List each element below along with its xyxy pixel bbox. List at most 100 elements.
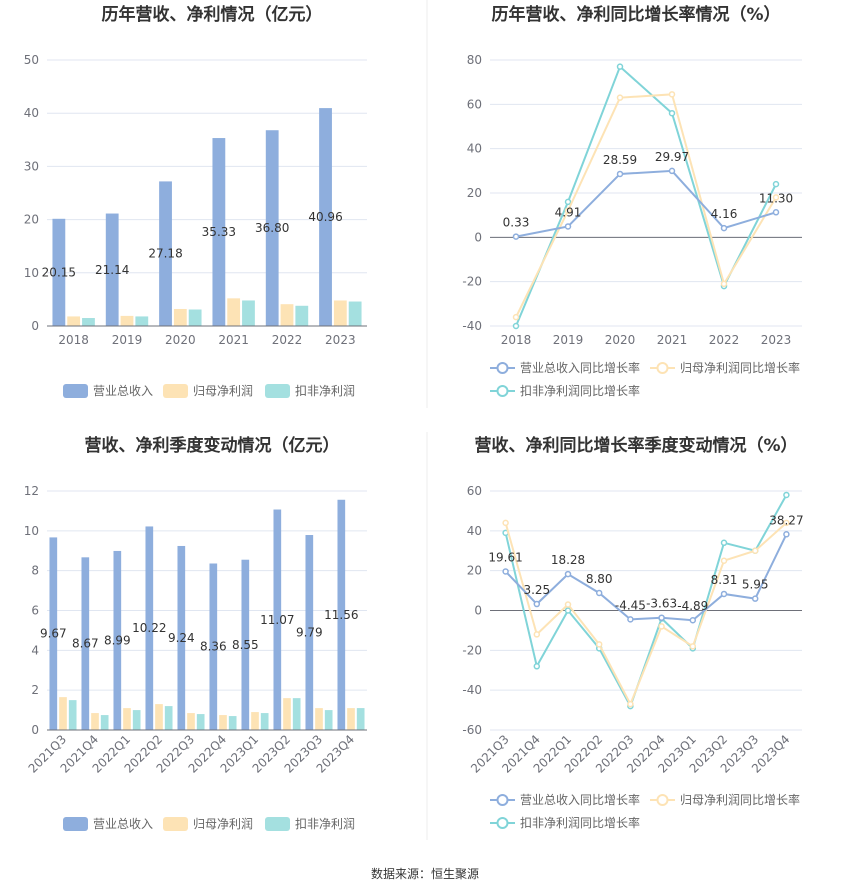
bar[interactable] bbox=[273, 509, 282, 730]
legend-label[interactable]: 扣非净利润 bbox=[295, 817, 355, 831]
bar[interactable] bbox=[49, 537, 58, 730]
bar[interactable] bbox=[212, 138, 226, 326]
legend-swatch[interactable] bbox=[63, 384, 88, 398]
bar[interactable] bbox=[265, 130, 279, 326]
bar[interactable] bbox=[188, 309, 202, 326]
data-point[interactable] bbox=[720, 539, 728, 547]
bar[interactable] bbox=[280, 304, 294, 326]
data-point[interactable] bbox=[668, 109, 676, 117]
data-point[interactable] bbox=[564, 570, 572, 578]
legend-label[interactable]: 营业总收入 bbox=[93, 384, 153, 398]
data-point[interactable] bbox=[668, 167, 676, 175]
data-point[interactable] bbox=[533, 631, 541, 638]
bar[interactable] bbox=[113, 550, 122, 730]
bar[interactable] bbox=[164, 706, 173, 730]
bar[interactable] bbox=[187, 713, 195, 730]
bar[interactable] bbox=[135, 316, 149, 326]
data-point[interactable] bbox=[658, 614, 665, 621]
bar[interactable] bbox=[295, 305, 309, 326]
bar[interactable] bbox=[100, 715, 109, 730]
bar[interactable] bbox=[159, 181, 172, 326]
bar[interactable] bbox=[241, 559, 250, 730]
bar[interactable] bbox=[242, 300, 255, 326]
legend-label[interactable]: 归母净利润 bbox=[193, 384, 253, 398]
bar[interactable] bbox=[82, 318, 95, 326]
legend-label[interactable]: 扣非净利润同比增长率 bbox=[520, 815, 640, 830]
data-point[interactable] bbox=[564, 607, 572, 614]
data-point[interactable] bbox=[720, 590, 728, 598]
data-point[interactable] bbox=[783, 531, 790, 538]
bar[interactable] bbox=[324, 710, 333, 730]
legend-label[interactable]: 扣非净利润同比增长率 bbox=[520, 383, 640, 398]
data-point[interactable] bbox=[772, 180, 780, 188]
series-line[interactable] bbox=[504, 533, 788, 622]
bar[interactable] bbox=[319, 108, 332, 326]
bar[interactable] bbox=[105, 213, 119, 326]
legend-label[interactable]: 营业总收入同比增长率 bbox=[520, 792, 640, 807]
data-point[interactable] bbox=[627, 616, 634, 623]
legend-label[interactable]: 归母净利润同比增长率 bbox=[680, 792, 800, 807]
data-point[interactable] bbox=[616, 170, 624, 178]
legend-label[interactable]: 归母净利润同比增长率 bbox=[680, 360, 800, 375]
bar[interactable] bbox=[305, 535, 314, 730]
data-point[interactable] bbox=[689, 643, 697, 650]
data-point[interactable] bbox=[502, 519, 509, 527]
legend-swatch[interactable] bbox=[265, 817, 290, 831]
data-point[interactable] bbox=[689, 616, 697, 624]
bar[interactable] bbox=[52, 218, 66, 326]
data-point[interactable] bbox=[595, 641, 603, 648]
bar[interactable] bbox=[173, 308, 187, 326]
bar[interactable] bbox=[219, 715, 227, 730]
legend-swatch[interactable] bbox=[265, 384, 290, 398]
bar[interactable] bbox=[59, 697, 67, 730]
bar[interactable] bbox=[155, 704, 163, 730]
bar[interactable] bbox=[315, 708, 323, 730]
bar[interactable] bbox=[81, 557, 90, 730]
bar[interactable] bbox=[145, 526, 154, 730]
legend-marker[interactable] bbox=[496, 817, 509, 829]
data-point[interactable] bbox=[533, 600, 541, 608]
bar[interactable] bbox=[120, 315, 134, 326]
bar[interactable] bbox=[67, 316, 81, 326]
series-line[interactable] bbox=[504, 494, 788, 709]
legend-label[interactable]: 营业总收入同比增长率 bbox=[520, 360, 640, 375]
bar[interactable] bbox=[251, 712, 259, 730]
series-line[interactable] bbox=[515, 64, 777, 327]
legend-label[interactable]: 扣非净利润 bbox=[295, 384, 355, 398]
data-point[interactable] bbox=[564, 223, 572, 230]
bar[interactable] bbox=[123, 708, 131, 730]
data-point[interactable] bbox=[627, 700, 634, 708]
legend-marker[interactable] bbox=[496, 794, 509, 806]
data-point[interactable] bbox=[512, 322, 520, 330]
data-point[interactable] bbox=[772, 209, 780, 216]
bar[interactable] bbox=[91, 713, 99, 730]
data-point[interactable] bbox=[616, 94, 624, 101]
data-point[interactable] bbox=[720, 280, 728, 288]
legend-label[interactable]: 归母净利润 bbox=[193, 817, 253, 831]
bar[interactable] bbox=[356, 708, 365, 730]
legend-marker[interactable] bbox=[496, 362, 509, 374]
bar[interactable] bbox=[260, 713, 269, 730]
data-point[interactable] bbox=[564, 207, 572, 214]
bar[interactable] bbox=[333, 300, 347, 326]
data-point[interactable] bbox=[616, 63, 624, 70]
data-point[interactable] bbox=[720, 224, 728, 232]
bar[interactable] bbox=[227, 298, 241, 326]
data-point[interactable] bbox=[751, 595, 759, 602]
data-point[interactable] bbox=[512, 233, 520, 240]
legend-marker[interactable] bbox=[656, 362, 669, 374]
data-point[interactable] bbox=[533, 663, 541, 670]
data-point[interactable] bbox=[595, 589, 603, 597]
data-point[interactable] bbox=[564, 601, 572, 608]
bar[interactable] bbox=[347, 708, 355, 730]
bar[interactable] bbox=[68, 700, 77, 730]
bar[interactable] bbox=[337, 499, 346, 730]
data-point[interactable] bbox=[772, 194, 780, 201]
legend-marker[interactable] bbox=[656, 794, 669, 806]
legend-swatch[interactable] bbox=[63, 817, 88, 831]
series-line[interactable] bbox=[515, 169, 777, 238]
data-point[interactable] bbox=[783, 519, 790, 527]
bar[interactable] bbox=[132, 710, 141, 730]
data-point[interactable] bbox=[783, 491, 790, 499]
data-point[interactable] bbox=[502, 568, 509, 575]
